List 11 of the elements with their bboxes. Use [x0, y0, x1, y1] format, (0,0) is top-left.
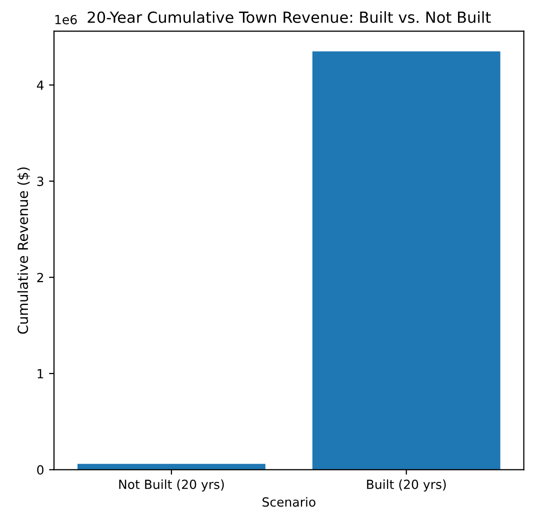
chart-title: 20-Year Cumulative Town Revenue: Built vs. Not Built [88, 11, 491, 24]
y-tick-label: 3 [37, 176, 44, 186]
y-tick-label: 4 [36, 80, 44, 90]
x-axis-title: Scenario [262, 497, 316, 507]
y-tick-label: 0 [37, 465, 44, 475]
y-axis-title: Cumulative Revenue ($) [17, 167, 30, 334]
x-tick-label: Built (20 yrs) [367, 479, 446, 492]
y-tick-label: 1 [38, 369, 44, 378]
text: 1e6 [55, 14, 77, 24]
y-tick-label: 2 [37, 272, 44, 282]
x-tick-label: Not Built (20 yrs) [119, 479, 224, 492]
